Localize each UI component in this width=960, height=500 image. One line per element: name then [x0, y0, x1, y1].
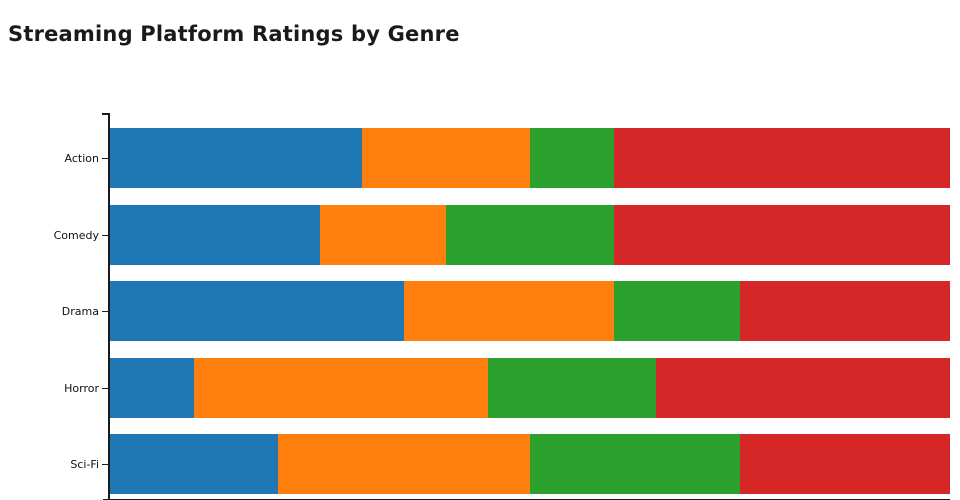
bar-row-horror	[110, 358, 950, 418]
bar-segment-segment-blue	[110, 281, 404, 341]
y-tick	[102, 387, 108, 389]
bar-row-comedy	[110, 205, 950, 265]
bar-segment-segment-green	[530, 434, 740, 494]
bar-segment-segment-blue	[110, 128, 362, 188]
bar-segment-segment-green	[614, 281, 740, 341]
bar-segment-segment-red	[656, 358, 950, 418]
bar-segment-segment-orange	[320, 205, 446, 265]
y-tick-label-horror: Horror	[64, 381, 99, 395]
bar-segment-segment-red	[614, 128, 950, 188]
bar-segment-segment-blue	[110, 358, 194, 418]
chart-title: Streaming Platform Ratings by Genre	[8, 22, 460, 46]
y-tick-label-drama: Drama	[61, 304, 99, 318]
y-tick	[102, 157, 108, 159]
y-tick-label-action: Action	[64, 151, 99, 165]
y-tick-label-comedy: Comedy	[53, 228, 99, 242]
bar-segment-segment-blue	[110, 434, 278, 494]
bar-segment-segment-green	[530, 128, 614, 188]
bar-segment-segment-orange	[278, 434, 530, 494]
bar-segment-segment-orange	[194, 358, 488, 418]
bar-row-drama	[110, 281, 950, 341]
x-axis-line	[103, 498, 950, 500]
bar-row-sci-fi	[110, 434, 950, 494]
y-tick	[102, 463, 108, 465]
bar-segment-segment-orange	[404, 281, 614, 341]
y-axis-line	[108, 113, 110, 500]
bar-segment-segment-red	[740, 434, 950, 494]
y-axis-outer-tick	[102, 113, 109, 115]
y-tick	[102, 310, 108, 312]
bar-segment-segment-green	[446, 205, 614, 265]
y-tick	[102, 234, 108, 236]
y-tick-label-sci-fi: Sci-Fi	[70, 457, 99, 471]
bar-row-action	[110, 128, 950, 188]
bar-segment-segment-blue	[110, 205, 320, 265]
bar-segment-segment-green	[488, 358, 656, 418]
bar-segment-segment-red	[614, 205, 950, 265]
bar-segment-segment-orange	[362, 128, 530, 188]
bar-segment-segment-red	[740, 281, 950, 341]
